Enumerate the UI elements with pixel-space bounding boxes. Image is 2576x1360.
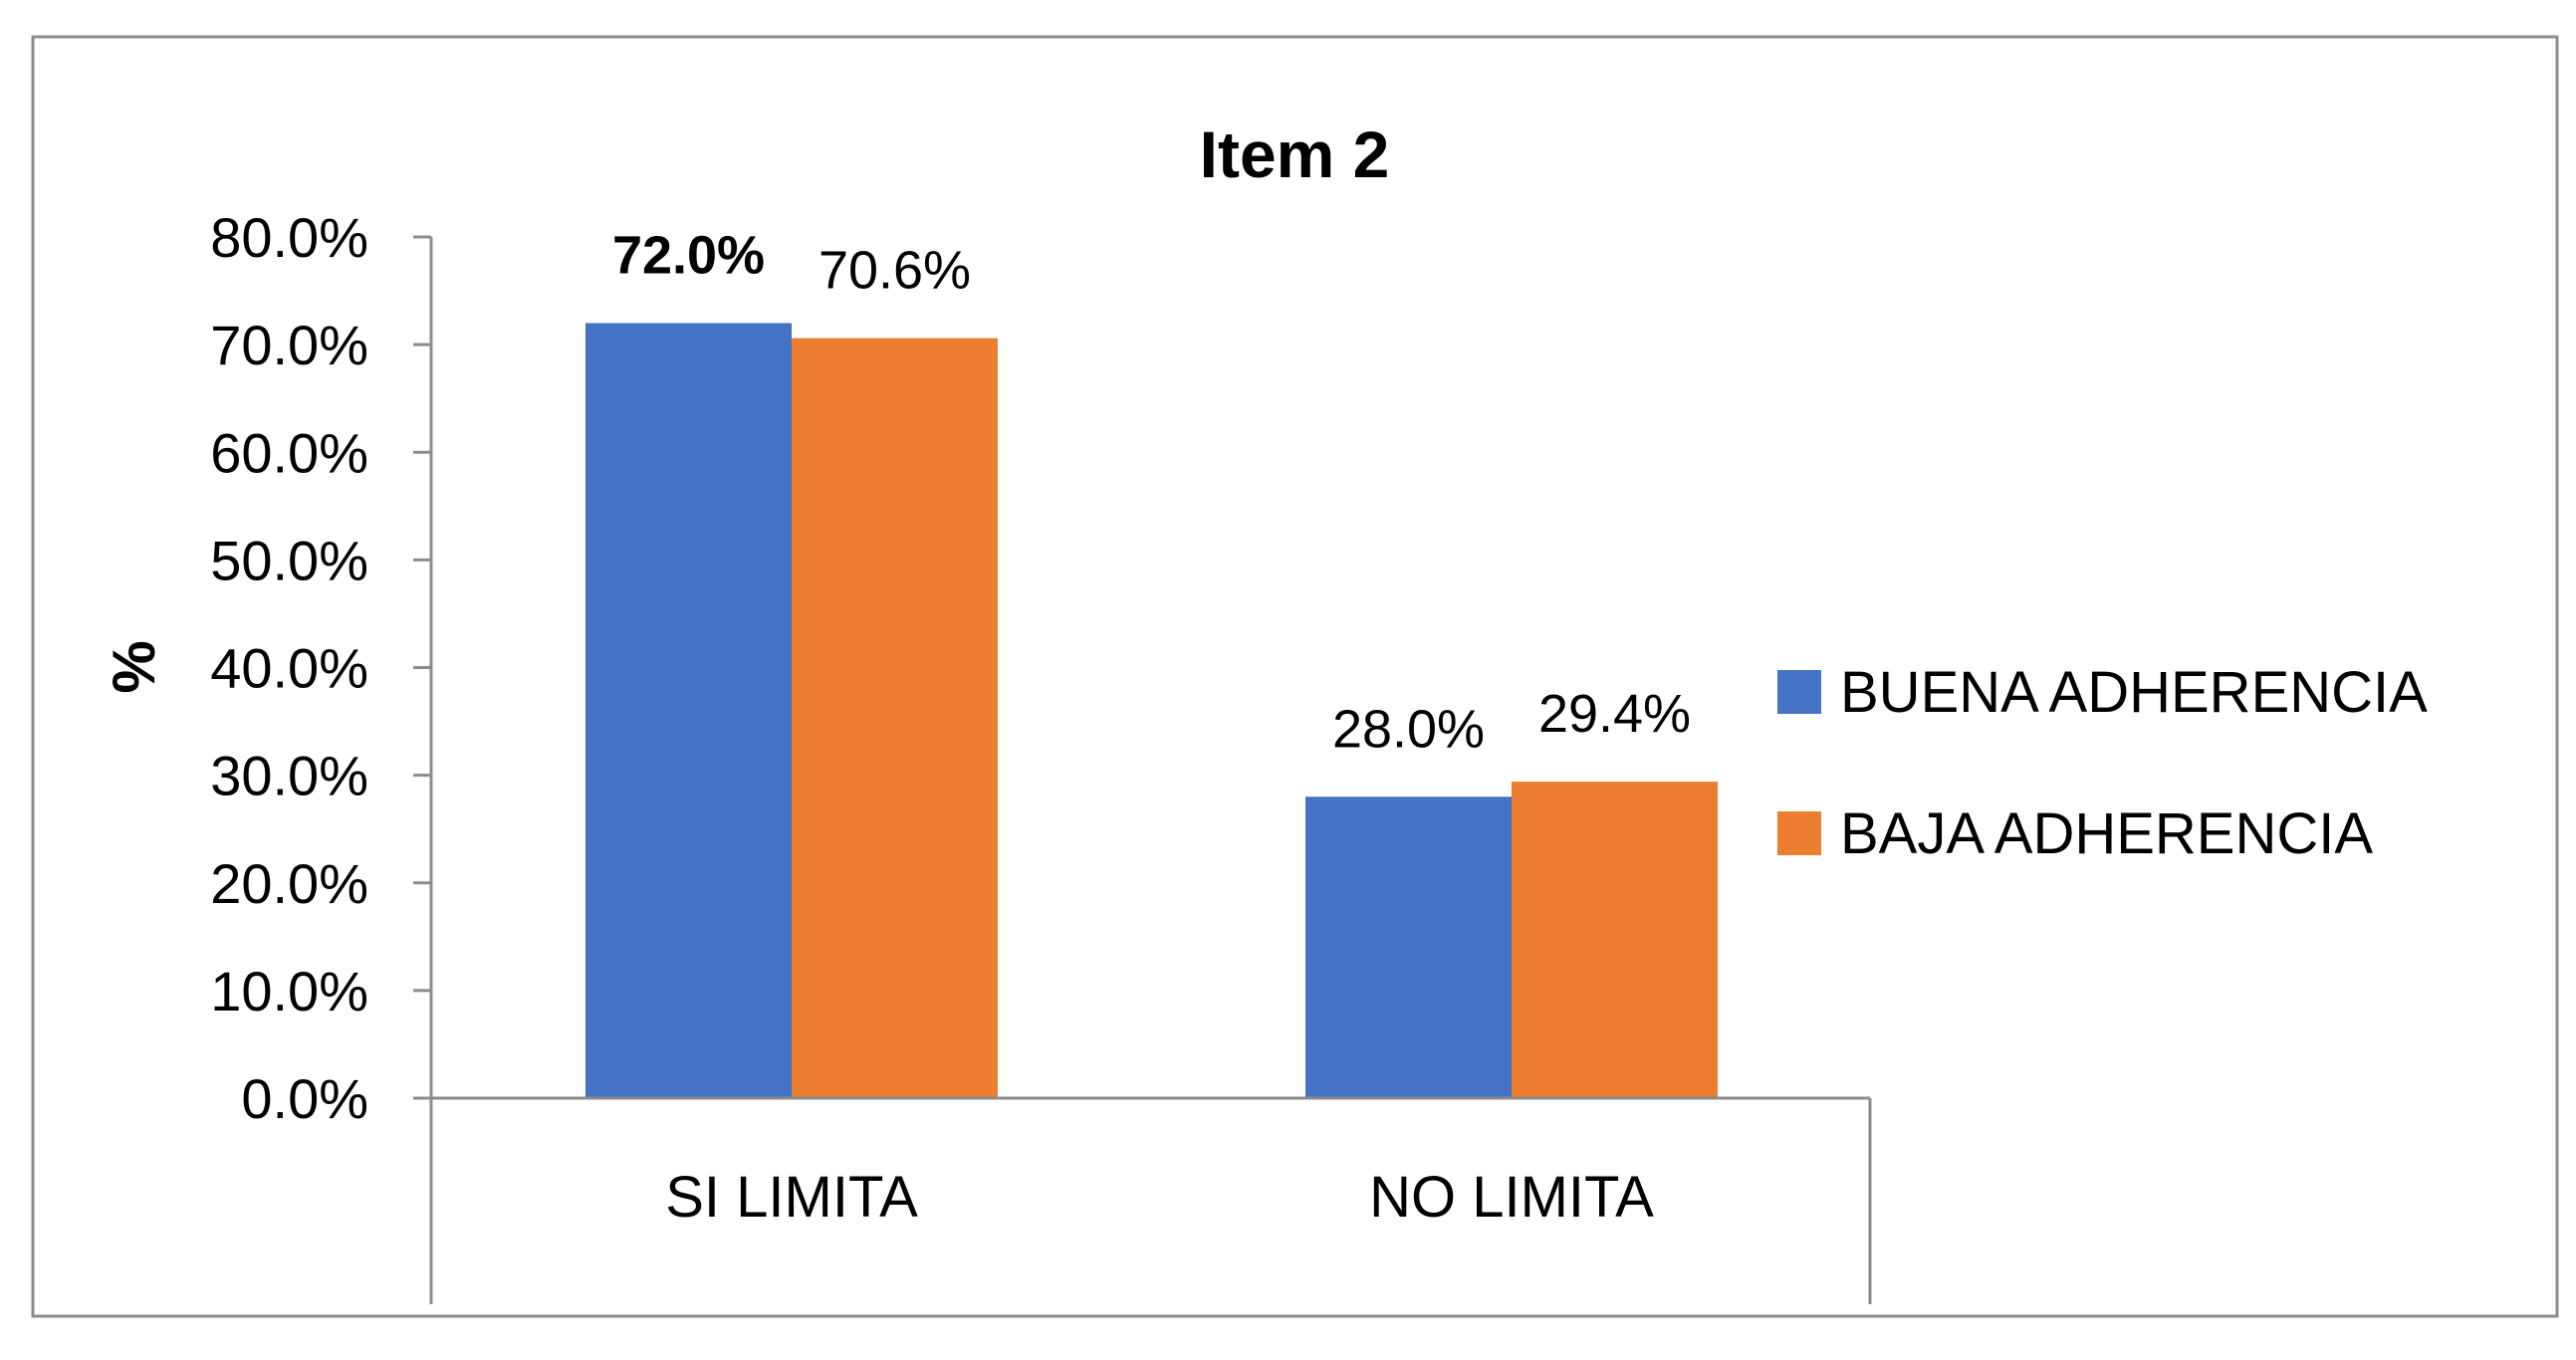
data-labels-group: 72.0% 28.0% 70.6% 29.4% bbox=[612, 226, 1691, 760]
y-tick-label: 30.0% bbox=[210, 745, 368, 807]
legend-swatch bbox=[1777, 811, 1821, 855]
x-axis-labels: SI LIMITA NO LIMITA bbox=[665, 1165, 1654, 1230]
chart-title: Item 2 bbox=[1200, 117, 1390, 191]
y-tick-label: 60.0% bbox=[210, 421, 368, 484]
bar-baja-si-limita bbox=[792, 338, 998, 1098]
chart-frame bbox=[31, 35, 2559, 1318]
data-label: 70.6% bbox=[819, 241, 971, 301]
y-tick-label: 70.0% bbox=[210, 314, 368, 376]
y-tick-label: 10.0% bbox=[210, 960, 368, 1022]
bar-buena-no-limita bbox=[1305, 796, 1512, 1098]
y-tick-label: 0.0% bbox=[241, 1067, 368, 1130]
legend: BUENA ADHERENCIA BAJA ADHERENCIA bbox=[1777, 660, 2428, 866]
x-tick-label: NO LIMITA bbox=[1369, 1165, 1654, 1230]
data-label: 72.0% bbox=[612, 226, 765, 286]
data-label: 28.0% bbox=[1332, 699, 1485, 759]
legend-label: BAJA ADHERENCIA bbox=[1840, 801, 2373, 866]
y-tick-label: 20.0% bbox=[210, 852, 368, 915]
bars-group bbox=[585, 323, 1718, 1098]
bar-baja-no-limita bbox=[1512, 782, 1718, 1098]
x-tick-label: SI LIMITA bbox=[665, 1165, 918, 1230]
bar-buena-si-limita bbox=[585, 323, 792, 1098]
data-label: 29.4% bbox=[1538, 684, 1691, 744]
y-tick-label: 40.0% bbox=[210, 637, 368, 700]
y-axis-ticks: 0.0% 10.0% 20.0% 30.0% 40.0% 50.0% 60.0% 70.0% 8… bbox=[210, 206, 431, 1130]
legend-swatch bbox=[1777, 670, 1821, 714]
legend-label: BUENA ADHERENCIA bbox=[1840, 660, 2428, 725]
y-tick-label: 50.0% bbox=[210, 529, 368, 591]
y-axis-label: % bbox=[101, 640, 167, 693]
y-tick-label: 80.0% bbox=[210, 206, 368, 269]
